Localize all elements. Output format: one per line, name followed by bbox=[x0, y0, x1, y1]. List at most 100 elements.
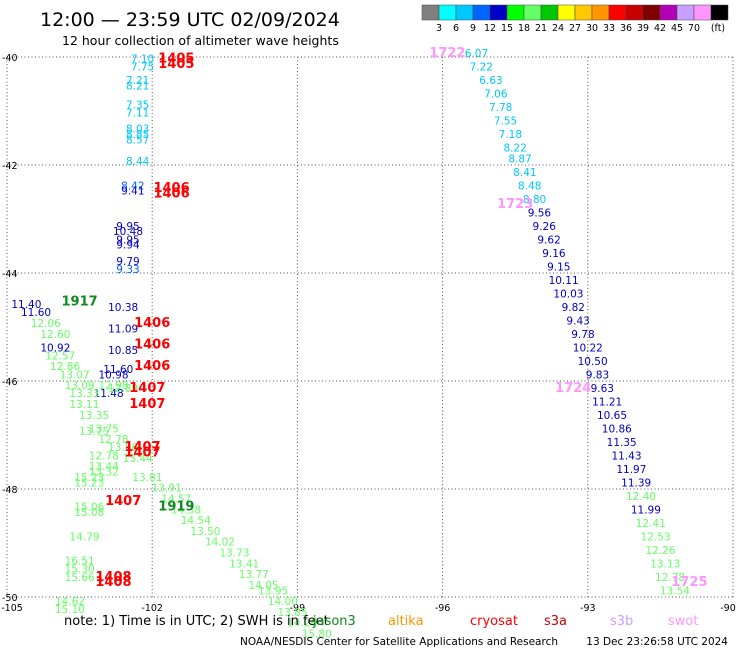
colorbar-label: 27 bbox=[569, 23, 581, 34]
colorbar-swatch bbox=[710, 4, 729, 21]
footer: note: 1) Time is in UTC; 2) SWH is in fe… bbox=[64, 614, 728, 648]
footer-timestamp: 13 Dec 23:26:58 UTC 2024 bbox=[586, 636, 728, 648]
wave-height-label: 13.75 bbox=[89, 423, 119, 435]
wave-height-label: 8.44 bbox=[126, 156, 150, 168]
wave-height-label: 12.41 bbox=[636, 518, 666, 530]
wave-height-label: 9.43 bbox=[566, 315, 589, 327]
satellite-legend: jason3 altika cryosat s3a s3b swot bbox=[312, 614, 698, 629]
colorbar-swatch bbox=[659, 4, 678, 21]
colorbar-label: 9 bbox=[470, 23, 476, 34]
wave-height-label: 8.48 bbox=[518, 180, 541, 192]
wave-height-label: 13.33 bbox=[69, 388, 99, 400]
colorbar-label: 36 bbox=[620, 23, 632, 34]
colorbar-swatch bbox=[642, 4, 661, 21]
wave-height-label: 15.10 bbox=[55, 604, 85, 616]
wave-height-label: 10.92 bbox=[40, 342, 70, 354]
wave-height-label: 13.07 bbox=[60, 369, 90, 381]
wave-height-label: 15.08 bbox=[74, 507, 104, 519]
wave-height-label: 7.22 bbox=[470, 62, 493, 74]
wave-height-label: 10.98 bbox=[98, 369, 128, 381]
wave-height-label: 10.22 bbox=[573, 342, 603, 354]
colorbar-swatch bbox=[574, 4, 593, 21]
pass-label: 1408 bbox=[95, 570, 131, 585]
wave-height-label: 10.03 bbox=[553, 288, 583, 300]
pass-label: 1406 bbox=[153, 181, 189, 196]
wave-height-label: 14.26 bbox=[287, 618, 317, 630]
wave-height-label: 12.26 bbox=[645, 545, 675, 557]
pass-label: 1723 bbox=[497, 197, 533, 212]
wave-height-label: 9.33 bbox=[116, 264, 139, 276]
colorbar-label: 33 bbox=[603, 23, 615, 34]
wave-height-label: 9.95 bbox=[116, 234, 139, 246]
colorbar-swatch bbox=[540, 4, 559, 21]
satellite-legend-item: cryosat bbox=[470, 614, 518, 629]
colorbar-swatch bbox=[557, 4, 576, 21]
wave-height-label: 7.78 bbox=[489, 102, 512, 114]
colorbar-swatch bbox=[625, 4, 644, 21]
y-tick-label: -42 bbox=[2, 161, 18, 172]
wave-height-label: 14.54 bbox=[181, 515, 211, 527]
x-tick-label: -105 bbox=[1, 603, 23, 614]
wave-height-label: 7.18 bbox=[499, 129, 522, 141]
wave-height-label: 9.82 bbox=[562, 302, 585, 314]
wave-height-label: 13.95 bbox=[258, 585, 288, 597]
wave-height-label: 12.06 bbox=[31, 318, 61, 330]
colorbar-swatch bbox=[472, 4, 491, 21]
footer-credit: NOAA/NESDIS Center for Satellite Applica… bbox=[240, 636, 558, 648]
wave-height-label: 13.77 bbox=[239, 569, 269, 581]
wave-height-label: 9.15 bbox=[547, 261, 570, 273]
wave-height-label: 13.32 bbox=[89, 467, 119, 479]
pass-label: 1405 bbox=[158, 57, 194, 72]
wave-height-label: 10.65 bbox=[597, 410, 627, 422]
y-tick-label: -50 bbox=[2, 593, 18, 604]
colorbar-legend: 3 6 9 12 15 18 21 24 27 30 33 36 39 42 45 70 (ft) bbox=[421, 4, 729, 34]
wave-height-label: 12.53 bbox=[641, 531, 671, 543]
wave-height-label: 7.21 bbox=[126, 75, 149, 87]
wave-height-label: 14.02 bbox=[205, 537, 235, 549]
wave-height-label: 11.60 bbox=[103, 364, 133, 376]
wave-height-label: 14.05 bbox=[248, 580, 278, 592]
pass-label: 1724 bbox=[555, 381, 591, 396]
pass-label: 1406 bbox=[134, 338, 170, 353]
x-tick-label: -93 bbox=[580, 603, 596, 614]
wave-height-label: 13.41 bbox=[229, 558, 259, 570]
colorbar-label: 3 bbox=[436, 23, 442, 34]
colorbar-unit: (ft) bbox=[711, 23, 725, 34]
wave-height-label: 10.11 bbox=[549, 275, 579, 287]
wave-height-label: 7.11 bbox=[126, 107, 149, 119]
wave-height-label: 11.40 bbox=[11, 299, 41, 311]
wave-height-label: 16.51 bbox=[65, 556, 95, 568]
wave-height-label: 12.78 bbox=[89, 450, 119, 462]
wave-height-label: 15.06 bbox=[74, 502, 104, 514]
y-tick-label: -44 bbox=[2, 269, 18, 280]
satellite-legend-item: s3b bbox=[610, 614, 633, 629]
wave-height-label: 9.83 bbox=[586, 369, 609, 381]
wave-height-label: 8.80 bbox=[523, 194, 546, 206]
wave-height-label: 14.79 bbox=[69, 531, 99, 543]
wave-height-label: 9.79 bbox=[116, 256, 139, 268]
wave-height-label: 10.50 bbox=[578, 356, 608, 368]
colorbar-label: 15 bbox=[501, 23, 513, 34]
pass-label: 1407 bbox=[124, 440, 160, 455]
colorbar-label: 30 bbox=[586, 23, 598, 34]
colorbar-label: 70 bbox=[688, 23, 700, 34]
wave-height-label: 8.21 bbox=[126, 80, 149, 92]
wave-height-label: 8.22 bbox=[504, 143, 527, 155]
pass-label: 1406 bbox=[153, 186, 189, 201]
grid-lines bbox=[6, 56, 734, 598]
x-tick-label: -102 bbox=[141, 603, 163, 614]
wave-height-label: 13.73 bbox=[219, 548, 249, 560]
satellite-legend-item: s3a bbox=[544, 614, 567, 629]
wave-height-label: 9.16 bbox=[542, 248, 566, 260]
wave-height-label: 11.60 bbox=[21, 307, 51, 319]
wave-height-label: 7.75 bbox=[131, 62, 154, 74]
wave-height-label: 13.44 bbox=[123, 453, 153, 465]
wave-height-label: 7.55 bbox=[494, 116, 517, 128]
wave-height-label: 13.50 bbox=[190, 526, 220, 538]
wave-height-label: 13.13 bbox=[650, 558, 680, 570]
wave-height-label: 12.78 bbox=[98, 434, 128, 446]
wave-height-label: 6.63 bbox=[479, 75, 502, 87]
colorbar-swatch bbox=[489, 4, 508, 21]
wave-height-label: 12.98 bbox=[98, 380, 128, 392]
